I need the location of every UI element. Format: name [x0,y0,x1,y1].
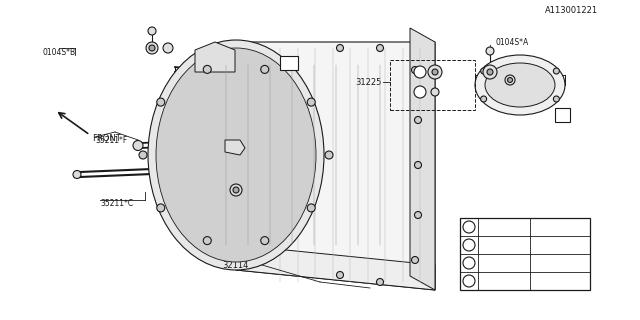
Text: 0104S*B: 0104S*B [42,47,75,57]
Text: 1: 1 [467,278,471,284]
Polygon shape [195,42,235,72]
Text: A: A [559,110,564,119]
Circle shape [139,151,147,159]
Circle shape [481,68,486,74]
Circle shape [412,67,419,74]
Circle shape [463,257,475,269]
Text: A: A [286,59,292,68]
Ellipse shape [485,63,555,107]
Circle shape [463,221,475,233]
Text: 2: 2 [467,242,471,248]
Circle shape [204,65,211,73]
Circle shape [260,65,269,73]
Circle shape [415,162,422,169]
Text: 0104S*A: 0104S*A [495,37,528,46]
Circle shape [487,69,493,75]
Text: 31225: 31225 [355,77,381,86]
Circle shape [157,204,164,212]
Circle shape [414,86,426,98]
Text: (0711-): (0711-) [532,222,560,231]
Text: 2: 2 [467,224,471,230]
Circle shape [483,65,497,79]
Text: 1: 1 [418,69,422,75]
Circle shape [432,69,438,75]
Ellipse shape [148,40,324,270]
Circle shape [554,96,559,102]
Circle shape [415,116,422,124]
Circle shape [376,44,383,52]
Circle shape [146,42,158,54]
Circle shape [233,187,239,193]
Circle shape [463,275,475,287]
Circle shape [307,98,316,106]
Text: 35211*D: 35211*D [205,98,239,107]
Text: (0711-): (0711-) [532,259,560,268]
Circle shape [428,65,442,79]
Circle shape [414,66,426,78]
Circle shape [337,271,344,278]
Circle shape [260,236,269,244]
Circle shape [486,47,494,55]
Text: D91806: D91806 [481,222,511,231]
Polygon shape [236,245,435,290]
Text: A113001221: A113001221 [545,5,598,14]
Bar [390,60,475,110]
Circle shape [481,96,486,102]
Circle shape [415,212,422,219]
Circle shape [73,171,81,179]
Circle shape [412,257,419,263]
Circle shape [148,27,156,35]
Circle shape [204,236,211,244]
Text: D91608: D91608 [481,241,511,250]
Bar [460,218,590,290]
Text: 35211*F: 35211*F [95,135,127,145]
Polygon shape [236,42,435,290]
Bar [555,108,570,122]
Text: (-0711): (-0711) [532,241,560,250]
Circle shape [149,45,155,51]
Polygon shape [225,140,245,155]
Circle shape [325,151,333,159]
Ellipse shape [475,55,565,115]
Text: 35211*E: 35211*E [205,60,237,69]
Circle shape [508,77,513,83]
Circle shape [505,75,515,85]
Bar [280,56,298,70]
Text: H01806: H01806 [481,259,511,268]
Ellipse shape [156,48,316,262]
Circle shape [554,68,559,74]
Text: 35211*C: 35211*C [100,198,133,207]
Circle shape [376,278,383,285]
Text: FRONT: FRONT [92,133,121,142]
Text: 1: 1 [467,260,471,266]
Text: 32114: 32114 [222,260,248,269]
Circle shape [133,140,143,150]
Circle shape [307,204,316,212]
Circle shape [163,43,173,53]
Polygon shape [410,28,435,290]
Circle shape [157,98,164,106]
Circle shape [431,88,439,96]
Text: (-0711): (-0711) [532,276,560,285]
Text: 2: 2 [418,89,422,95]
Text: 32195: 32195 [481,276,505,285]
Circle shape [337,44,344,52]
Circle shape [230,184,242,196]
Circle shape [463,239,475,251]
